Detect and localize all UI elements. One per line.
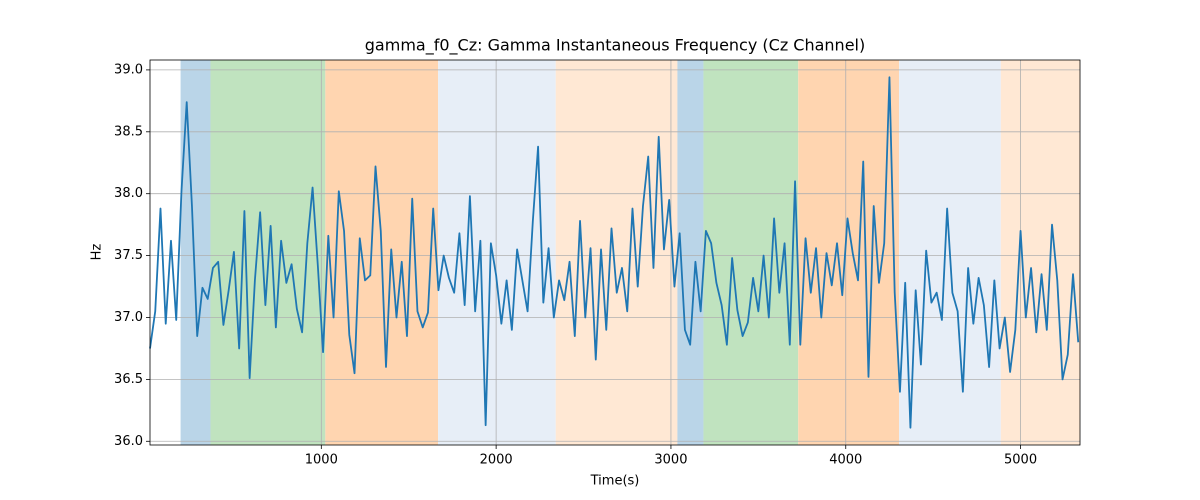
data-line	[149, 76, 1080, 429]
y-tick-label: 37.0	[114, 310, 143, 325]
y-tick-label: 36.5	[114, 372, 143, 387]
chart-title: gamma_f0_Cz: Gamma Instantaneous Frequen…	[365, 36, 865, 56]
shaded-span	[555, 60, 678, 445]
x-axis-label: Time(s)	[590, 474, 640, 489]
shaded-span	[677, 60, 704, 445]
x-tick-label: 4000	[829, 453, 862, 468]
shaded-span	[703, 60, 799, 445]
x-tick-label: 2000	[480, 453, 513, 468]
y-tick-label: 36.0	[114, 434, 143, 449]
x-tick-label: 5000	[1004, 453, 1037, 468]
x-tick-label: 1000	[305, 453, 338, 468]
x-tick-label: 3000	[654, 453, 687, 468]
shaded-span	[210, 60, 326, 445]
y-tick-label: 37.5	[114, 248, 143, 263]
y-tick-label: 38.0	[114, 186, 143, 201]
shaded-span	[438, 60, 556, 445]
y-axis-label: Hz	[90, 244, 105, 261]
shaded-span	[1000, 60, 1080, 445]
plot-frame	[149, 59, 1081, 446]
y-tick-label: 39.0	[114, 62, 143, 77]
shaded-span	[798, 60, 900, 445]
y-tick-label: 38.5	[114, 124, 143, 139]
